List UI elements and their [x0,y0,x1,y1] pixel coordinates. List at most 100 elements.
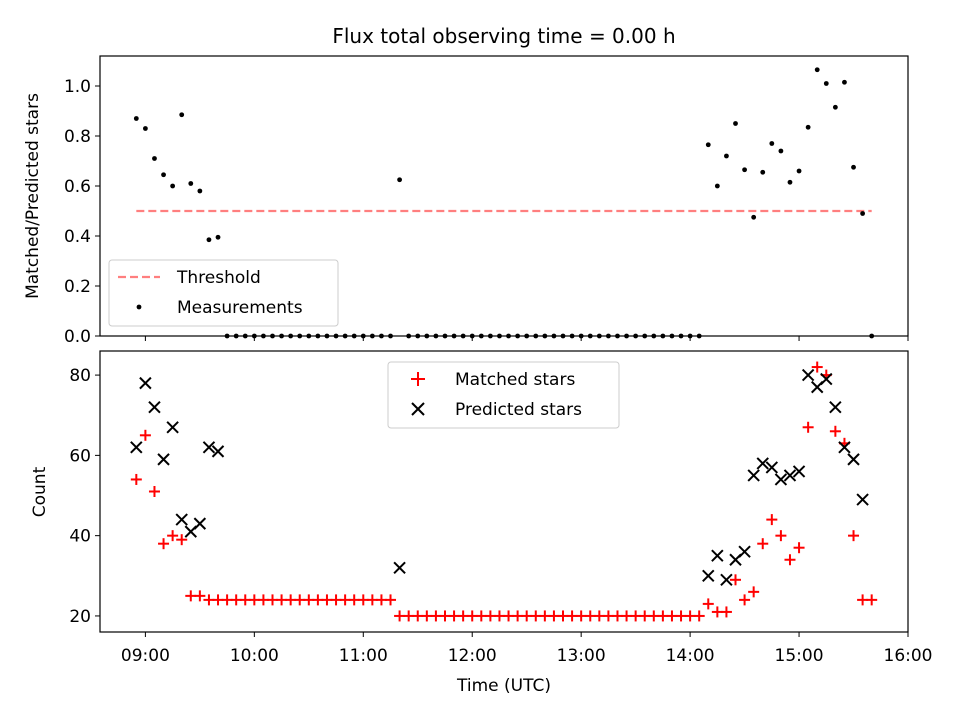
chart-title: Flux total observing time = 0.00 h [332,24,675,48]
measurement-point [142,126,148,131]
predicted-star-point [847,453,860,466]
predicted-star-point [801,368,815,382]
legend-matched-swatch [411,372,425,386]
x-axis-label: Time (UTC) [456,676,551,696]
matched-star-point [802,421,814,433]
measurement-point [760,169,766,175]
legend-threshold-label: Threshold [176,268,261,288]
legend-predicted-swatch [411,402,425,416]
matched-star-point [148,486,160,497]
predicted-star-point [211,445,225,458]
measurement-point [705,142,711,148]
matched-star-point [130,473,142,485]
top-y-tick-label: 0.2 [64,277,91,297]
top-panel: 0.0 0.2 0.4 0.6 0.8 1.0 Matched/Predicted sta… [23,55,909,347]
top-y-tick-label: 0.0 [64,327,91,347]
bottom-y-tick-label: 80 [69,366,91,386]
predicted-star-point [157,453,170,466]
measurement-point [179,112,185,118]
measurement-point [778,148,784,154]
top-legend-box [108,259,339,327]
matched-star-point [739,594,751,606]
x-tick-label: 15:00 [775,646,824,666]
measurement-point [152,156,157,161]
x-tick-label: 14:00 [666,646,715,666]
legend-matched-label: Matched stars [455,370,575,390]
predicted-star-point [765,461,779,474]
predicted-star-point [139,376,152,390]
top-y-tick-label: 0.4 [64,227,91,247]
matched-star-point [848,530,860,542]
predicted-star-point [820,372,833,386]
legend-predicted-label: Predicted stars [455,400,582,420]
measurement-point [769,141,775,146]
measurement-point [133,116,139,121]
predicted-star-point [166,421,179,434]
bottom-legend-box [387,361,620,429]
matched-star-point [720,606,732,618]
legend-measurements-swatch [136,304,142,310]
legend-measurements-label: Measurements [177,298,303,318]
measurement-point [215,234,221,240]
bottom-y-tick-label: 20 [69,607,91,627]
measurement-point [851,164,856,170]
measurement-point [397,177,402,183]
matched-star-point [757,538,769,550]
x-tick-label: 10:00 [230,646,279,666]
matched-star-point [730,574,742,586]
predicted-star-point [838,441,851,454]
measurement-point [860,211,866,216]
matched-star-point [194,590,206,602]
matched-star-point [784,554,796,566]
bottom-legend: Matched stars Predicted stars [387,361,620,429]
matched-star-point [829,425,841,437]
predicted-star-point [393,561,406,574]
matched-star-point [158,538,170,550]
top-legend: Threshold Measurements [108,259,339,327]
predicted-star-point [202,441,216,454]
predicted-star-point [711,549,724,562]
top-y-ticks: 0.0 0.2 0.4 0.6 0.8 1.0 [64,77,100,347]
matched-star-point [766,514,778,526]
measurement-point [170,183,176,189]
predicted-star-point [774,473,788,486]
bottom-marks [130,361,878,622]
x-tick-label: 16:00 [884,646,933,666]
top-y-tick-label: 0.8 [64,127,91,147]
bottom-axes-frame [99,350,909,633]
matched-star-point [811,361,823,373]
predicted-star-point [747,469,760,482]
top-axes-frame [99,55,909,337]
measurement-point [742,167,747,173]
matched-star-point [866,594,878,606]
predicted-star-point [856,493,869,506]
predicted-star-point [148,400,161,414]
predicted-star-point [783,469,797,482]
matched-star-point [793,542,805,554]
measurement-point [188,181,194,186]
predicted-star-point [738,545,751,558]
bottom-y-tick-label: 60 [69,446,91,466]
matched-star-point [167,530,179,542]
measurement-point [814,67,820,73]
measurement-point [206,237,212,243]
measurement-point [161,172,166,178]
bottom-x-ticks: 09:00 10:00 11:00 12:00 13:00 14:00 15:00 16:00 [121,632,933,666]
measurement-point [787,179,793,185]
matched-star-point [702,598,714,610]
x-tick-label: 11:00 [339,646,388,666]
top-y-axis-label: Matched/Predicted stars [23,93,43,299]
measurement-point [714,183,720,189]
bottom-y-tick-label: 40 [69,527,91,547]
measurement-point [724,153,729,159]
measurement-point [842,79,847,85]
matched-star-point [176,534,188,546]
measurement-point [832,104,838,110]
predicted-star-point [175,513,188,526]
x-tick-label: 13:00 [557,646,606,666]
bottom-y-axis-label: Count [30,466,50,517]
predicted-star-point [193,517,207,530]
measurement-point [751,214,757,220]
